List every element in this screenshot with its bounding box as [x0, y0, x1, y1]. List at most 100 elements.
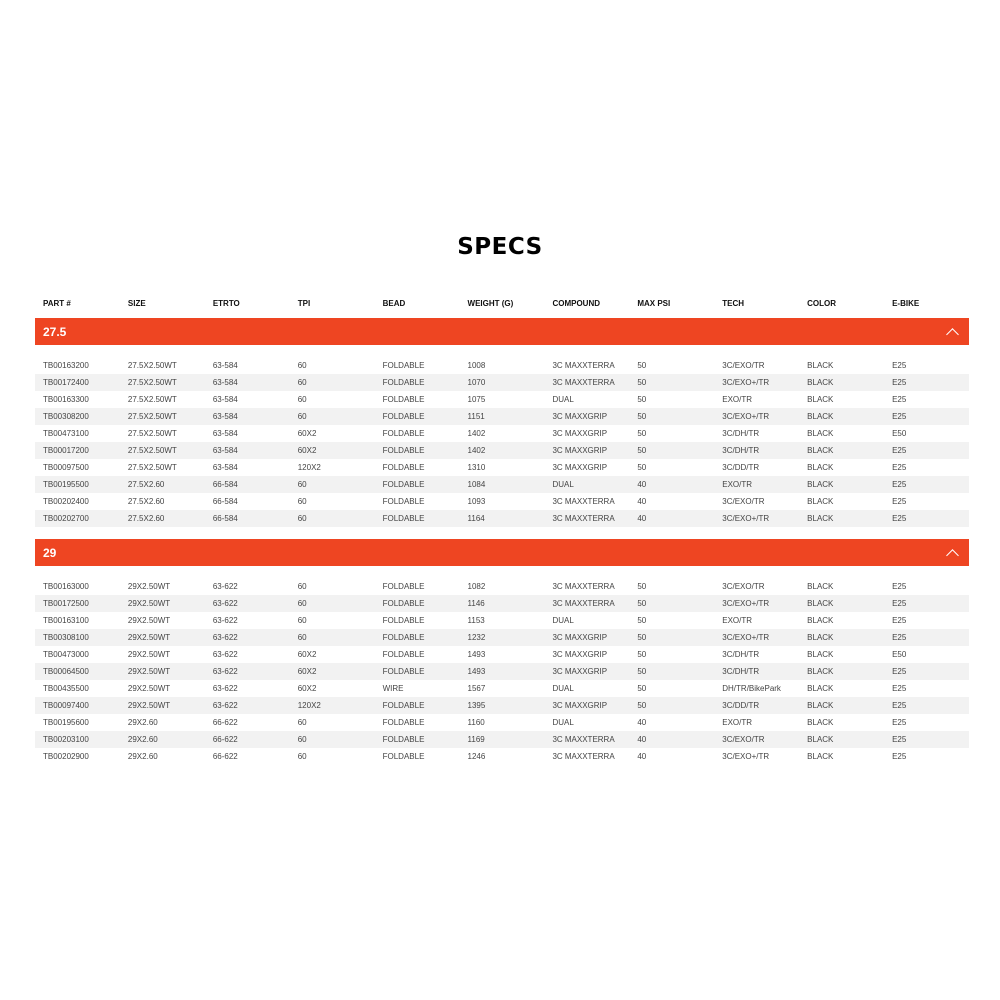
cell-compound: 3C MAXXGRIP: [552, 463, 608, 472]
table-row: TB00202700 27.5X2.60 66-584 60 FOLDABLE 1164 3…: [35, 510, 969, 527]
cell-etrto: 63-622: [212, 701, 238, 710]
cell-etrto: 66-622: [212, 735, 238, 744]
cell-color: BLACK: [807, 582, 834, 591]
cell-weight-g: 1169: [467, 735, 485, 744]
cell-tech: 3C/EXO+/TR: [722, 514, 770, 523]
table-row: TB00195600 29X2.60 66-622 60 FOLDABLE 1160 DUA…: [35, 714, 969, 731]
cell-etrto: 66-584: [212, 514, 238, 523]
group-label: 27.5: [43, 324, 67, 339]
cell-etrto: 66-584: [212, 480, 238, 489]
cell-part: TB00195600: [43, 718, 89, 727]
cell-max-psi: 40: [637, 735, 647, 744]
cell-part: TB00202400: [43, 497, 89, 506]
cell-part: TB00172400: [43, 378, 89, 387]
table-row: TB00163100 29X2.50WT 63-622 60 FOLDABLE 1153 D…: [35, 612, 969, 629]
cell-size: 29X2.50WT: [127, 616, 171, 625]
cell-color: BLACK: [807, 718, 834, 727]
table-row: TB00203100 29X2.60 66-622 60 FOLDABLE 1169 3C …: [35, 731, 969, 748]
cell-e-bike: E25: [892, 395, 907, 404]
cell-max-psi: 40: [637, 497, 647, 506]
cell-e-bike: E50: [892, 429, 907, 438]
cell-compound: DUAL: [552, 718, 574, 727]
cell-etrto: 63-622: [212, 599, 238, 608]
cell-part: TB00163100: [43, 616, 89, 625]
table-row: TB00097400 29X2.50WT 63-622 120X2 FOLDABLE 13…: [35, 697, 969, 714]
cell-size: 27.5X2.50WT: [127, 395, 177, 404]
cell-bead: FOLDABLE: [382, 616, 425, 625]
cell-size: 27.5X2.50WT: [127, 446, 177, 455]
cell-color: BLACK: [807, 752, 834, 761]
cell-tech: EXO/TR: [722, 718, 753, 727]
cell-size: 29X2.50WT: [127, 684, 171, 693]
cell-compound: 3C MAXXTERRA: [552, 514, 615, 523]
cell-bead: FOLDABLE: [382, 463, 425, 472]
cell-part: TB00097500: [43, 463, 89, 472]
column-header-etrto: ETRTO: [212, 298, 240, 308]
cell-bead: FOLDABLE: [382, 497, 425, 506]
cell-part: TB00308200: [43, 412, 89, 421]
cell-compound: 3C MAXXTERRA: [552, 582, 615, 591]
cell-bead: FOLDABLE: [382, 361, 425, 370]
cell-size: 29X2.60: [127, 752, 158, 761]
cell-color: BLACK: [807, 429, 834, 438]
cell-e-bike: E50: [892, 650, 907, 659]
cell-size: 27.5X2.50WT: [127, 463, 177, 472]
cell-tech: 3C/EXO+/TR: [722, 752, 770, 761]
cell-tech: EXO/TR: [722, 480, 753, 489]
table-row: TB00202400 27.5X2.60 66-584 60 FOLDABLE 1093 3…: [35, 493, 969, 510]
cell-part: TB00097400: [43, 701, 89, 710]
group-label: 29: [43, 545, 57, 560]
cell-color: BLACK: [807, 361, 834, 370]
cell-compound: 3C MAXXTERRA: [552, 497, 615, 506]
cell-color: BLACK: [807, 599, 834, 608]
cell-max-psi: 50: [637, 633, 647, 642]
cell-tech: 3C/DH/TR: [722, 429, 760, 438]
table-row: TB00435500 29X2.50WT 63-622 60X2 WIRE 1567 DUA…: [35, 680, 969, 697]
cell-tech: 3C/DD/TR: [722, 701, 760, 710]
cell-e-bike: E25: [892, 361, 907, 370]
group-toggle-29[interactable]: 29: [35, 539, 969, 566]
table-row: TB00172500 29X2.50WT 63-622 60 FOLDABLE 1146 3…: [35, 595, 969, 612]
cell-etrto: 63-622: [212, 684, 238, 693]
cell-e-bike: E25: [892, 463, 907, 472]
cell-bead: FOLDABLE: [382, 429, 425, 438]
cell-part: TB00202700: [43, 514, 89, 523]
cell-etrto: 63-584: [212, 463, 238, 472]
chevron-up-icon[interactable]: [946, 548, 959, 562]
column-header-tpi: TPI: [297, 298, 311, 308]
cell-size: 27.5X2.50WT: [127, 378, 177, 387]
chevron-up-icon[interactable]: [946, 327, 959, 341]
cell-max-psi: 50: [637, 701, 647, 710]
table-row: TB00473100 27.5X2.50WT 63-584 60X2 FOLDABLE 1…: [35, 425, 969, 442]
cell-compound: 3C MAXXGRIP: [552, 446, 608, 455]
cell-e-bike: E25: [892, 667, 907, 676]
cell-etrto: 66-584: [212, 497, 238, 506]
cell-tpi: 60X2: [297, 446, 317, 455]
cell-max-psi: 40: [637, 718, 647, 727]
cell-tpi: 60: [297, 378, 307, 387]
table-header-row: PART # SIZE ETRTO TPI BEAD WEIGHT (G) COMPOUND…: [35, 295, 969, 311]
cell-bead: WIRE: [382, 684, 404, 693]
cell-weight-g: 1567: [467, 684, 486, 693]
cell-size: 29X2.50WT: [127, 633, 171, 642]
cell-tpi: 60: [297, 633, 307, 642]
cell-size: 27.5X2.60: [127, 480, 165, 489]
group-toggle-27-5[interactable]: 27.5: [35, 318, 969, 345]
column-header-part: PART #: [43, 298, 71, 308]
cell-tpi: 60: [297, 412, 307, 421]
cell-tpi: 120X2: [297, 701, 321, 710]
cell-weight-g: 1493: [467, 650, 486, 659]
cell-tpi: 60: [297, 582, 307, 591]
cell-compound: 3C MAXXTERRA: [552, 752, 615, 761]
cell-tech: 3C/DH/TR: [722, 650, 760, 659]
cell-e-bike: E25: [892, 684, 907, 693]
cell-compound: 3C MAXXTERRA: [552, 378, 615, 387]
cell-weight-g: 1232: [467, 633, 486, 642]
cell-tpi: 60: [297, 599, 307, 608]
cell-color: BLACK: [807, 395, 834, 404]
cell-max-psi: 50: [637, 684, 647, 693]
cell-max-psi: 50: [637, 667, 647, 676]
cell-bead: FOLDABLE: [382, 650, 425, 659]
cell-tech: 3C/EXO+/TR: [722, 599, 770, 608]
cell-etrto: 63-622: [212, 650, 238, 659]
